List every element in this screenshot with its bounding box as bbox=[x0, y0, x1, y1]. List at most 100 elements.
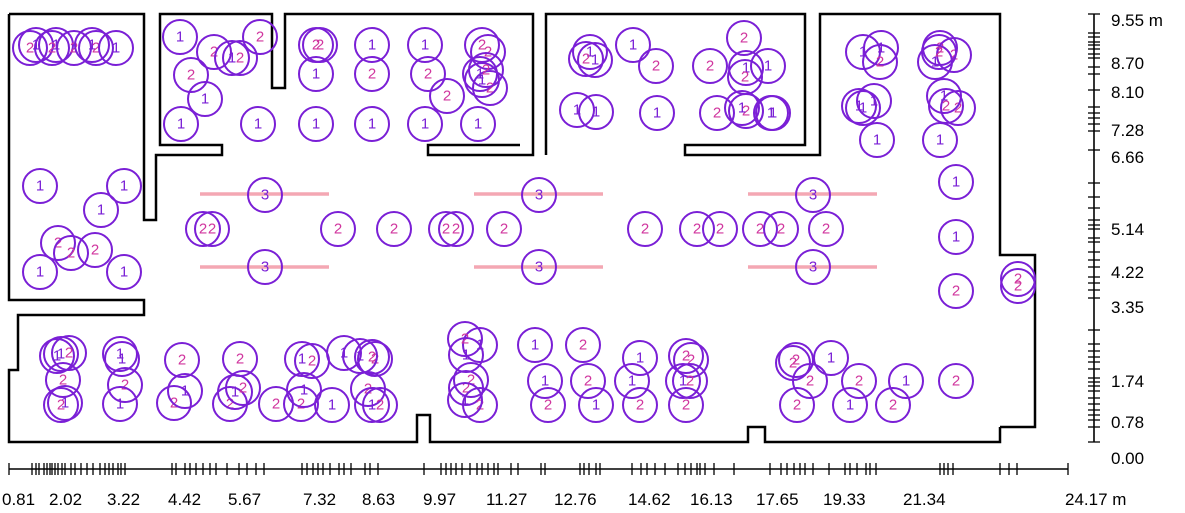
sensor-marker: 1 bbox=[517, 327, 553, 363]
sensor-marker: 2 bbox=[362, 387, 398, 423]
sensor-marker: 2 bbox=[679, 211, 715, 247]
sensor-marker-label: 2 bbox=[452, 221, 460, 238]
sensor-marker-label: 2 bbox=[376, 397, 384, 414]
sensor-marker-ring bbox=[614, 363, 650, 399]
sensor-marker: 1 bbox=[639, 95, 675, 131]
sensor-marker: 3 bbox=[247, 249, 283, 285]
sensor-marker-ring bbox=[354, 387, 390, 423]
sensor-marker-label: 2 bbox=[297, 396, 305, 413]
sensor-marker: 1 bbox=[527, 363, 563, 399]
sensor-marker-label: 1 bbox=[298, 351, 306, 368]
sensor-marker-label: 1 bbox=[61, 395, 69, 412]
sensor-marker-ring bbox=[559, 92, 595, 128]
sensor-marker-label: 2 bbox=[935, 44, 943, 61]
sensor-marker-ring bbox=[699, 95, 735, 131]
sensor-marker-label: 2 bbox=[777, 221, 785, 238]
sensor-marker-label: 1 bbox=[859, 44, 867, 61]
sensor-marker-ring bbox=[173, 57, 209, 93]
sensor-marker-label: 2 bbox=[1014, 271, 1022, 288]
y-axis-tick-label: 1.74 bbox=[1111, 372, 1144, 391]
sensor-marker-label: 2 bbox=[199, 221, 207, 238]
sensor-marker-label: 1 bbox=[421, 37, 429, 54]
sensor-marker-label: 2 bbox=[467, 372, 475, 389]
sensor-marker-label: 2 bbox=[239, 380, 247, 397]
sensor-marker-ring bbox=[217, 374, 253, 410]
sensor-marker: 2 bbox=[627, 211, 663, 247]
sensor-marker-ring bbox=[668, 338, 704, 374]
sensor-marker-ring bbox=[298, 106, 334, 142]
sensor-marker-label: 1 bbox=[176, 29, 184, 46]
sensor-marker: 2 bbox=[283, 386, 319, 422]
y-axis: 9.55 m 8.70 8.10 7.28 6.66 5.14 4.22 3.35 1.74 0.… bbox=[1088, 11, 1163, 468]
sensor-marker-ring bbox=[578, 387, 614, 423]
sensor-marker-label: 1 bbox=[181, 383, 189, 400]
sensor-marker: 2 bbox=[77, 232, 113, 268]
sensor-marker: 2 bbox=[568, 41, 604, 77]
sensor-marker-ring bbox=[938, 219, 974, 255]
x-axis-tick-label: 14.62 bbox=[628, 490, 671, 509]
sensor-marker-ring bbox=[638, 48, 674, 84]
sensor-marker-label: 2 bbox=[187, 67, 195, 84]
sensor-marker: 1 bbox=[187, 81, 223, 117]
sensor-marker-ring bbox=[185, 211, 221, 247]
sensor-marker-ring bbox=[56, 30, 92, 66]
sensor-marker-label: 2 bbox=[652, 58, 660, 75]
sensor-marker-ring bbox=[286, 372, 322, 408]
sensor-marker: 1 bbox=[938, 219, 974, 255]
sensor-marker-ring bbox=[578, 94, 614, 130]
sensor-marker: 1 bbox=[614, 363, 650, 399]
sensor-marker-ring bbox=[530, 387, 566, 423]
sensor-marker: 2 bbox=[43, 387, 79, 423]
sensor-marker-label: 1 bbox=[177, 116, 185, 133]
sensor-marker-ring bbox=[167, 373, 203, 409]
sensor-marker-label: 2 bbox=[1014, 278, 1022, 295]
sensor-marker-ring bbox=[460, 106, 496, 142]
sensor-marker: 1 bbox=[859, 122, 895, 158]
sensor-marker: 2 bbox=[185, 211, 221, 247]
sensor-marker: 2 bbox=[530, 387, 566, 423]
sensor-marker: 1 bbox=[841, 88, 877, 124]
sensor-marker-ring bbox=[164, 342, 200, 378]
sensor-marker-label: 1 bbox=[36, 178, 44, 195]
sensor-marker: 1 bbox=[460, 106, 496, 142]
sensor-marker-label: 1 bbox=[952, 174, 960, 191]
sensor-marker-label: 2 bbox=[686, 373, 694, 390]
sensor-marker-label: 1 bbox=[356, 348, 364, 365]
sensor-marker: 1 bbox=[83, 192, 119, 228]
sensor-marker-label: 1 bbox=[629, 37, 637, 54]
sensor-marker-ring bbox=[320, 211, 356, 247]
y-axis-tick-label: 0.78 bbox=[1111, 413, 1144, 432]
sensor-marker: 2 bbox=[1000, 268, 1036, 304]
sensor-marker-ring bbox=[357, 341, 393, 377]
sensor-marker: 2 bbox=[320, 211, 356, 247]
sensor-marker: 2 bbox=[428, 211, 464, 247]
sensor-marker-ring bbox=[859, 122, 895, 158]
sensor-marker-ring bbox=[565, 327, 601, 363]
sensor-marker-ring bbox=[354, 56, 390, 92]
sensor-marker-label: 1 bbox=[300, 382, 308, 399]
sensor-marker-ring bbox=[527, 363, 563, 399]
sensor-marker-label: 2 bbox=[950, 47, 958, 64]
sensor-marker-ring bbox=[283, 386, 319, 422]
sensor-marker-label: 1 bbox=[421, 116, 429, 133]
sensor-marker-label: 1 bbox=[120, 264, 128, 281]
sensor-marker-ring bbox=[808, 211, 844, 247]
sensor-marker-ring bbox=[875, 387, 911, 423]
sensor-marker-label: 1 bbox=[328, 397, 336, 414]
sensor-marker-ring bbox=[83, 192, 119, 228]
sensor-marker-ring bbox=[106, 168, 142, 204]
sensor-marker: 1 bbox=[578, 94, 614, 130]
sensor-marker-label: 2 bbox=[316, 37, 324, 54]
sensor-marker-label: 2 bbox=[687, 352, 695, 369]
sensor-marker-label: 2 bbox=[67, 245, 75, 262]
sensor-marker-ring bbox=[78, 30, 114, 66]
sensor-marker-label: 2 bbox=[26, 40, 34, 57]
sensor-marker-label: 1 bbox=[53, 348, 61, 365]
sensor-marker-ring bbox=[615, 27, 651, 63]
sensor-marker: 2 bbox=[462, 387, 498, 423]
sensor-marker-ring bbox=[470, 34, 506, 70]
sensor-marker-ring bbox=[938, 273, 974, 309]
sensor-marker-ring bbox=[74, 27, 110, 63]
sensor-marker-label: 2 bbox=[208, 221, 216, 238]
sensor-marker-label: 2 bbox=[443, 88, 451, 105]
